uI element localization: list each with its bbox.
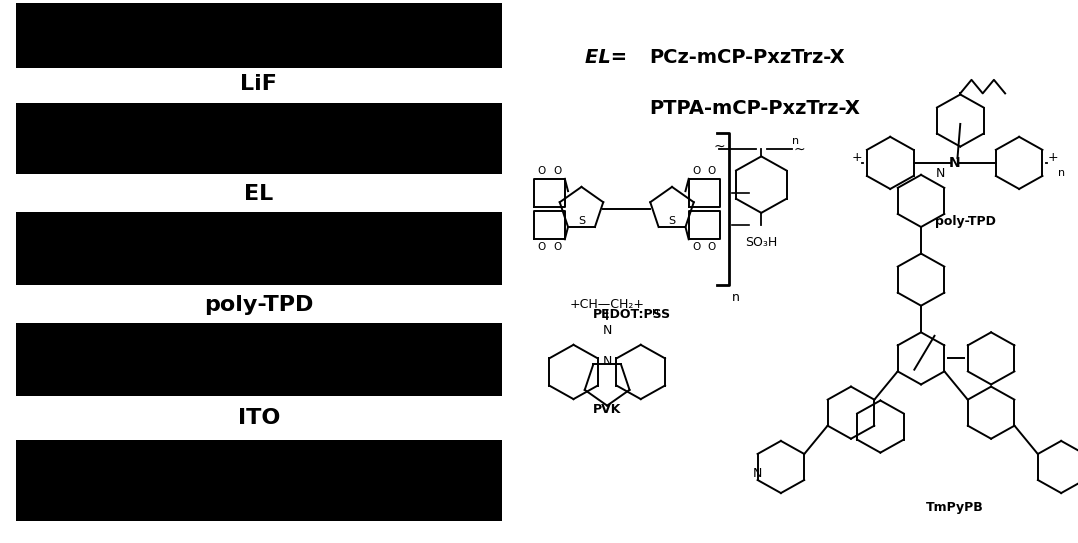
Text: poly-TPD: poly-TPD bbox=[204, 295, 314, 315]
Text: S: S bbox=[668, 216, 676, 226]
Text: +CH—CH₂+: +CH—CH₂+ bbox=[569, 298, 645, 311]
Text: ~: ~ bbox=[793, 142, 805, 156]
Text: O: O bbox=[553, 166, 562, 176]
Text: SO₃H: SO₃H bbox=[745, 236, 777, 249]
Text: N: N bbox=[603, 324, 612, 337]
Text: O: O bbox=[708, 242, 716, 252]
Text: N: N bbox=[936, 167, 945, 180]
Text: poly-TPD: poly-TPD bbox=[936, 215, 996, 228]
Text: PCz-mCP-PxzTrz-X: PCz-mCP-PxzTrz-X bbox=[649, 48, 845, 66]
Text: PVK: PVK bbox=[593, 403, 621, 416]
Text: PEDOT:PSS: PEDOT:PSS bbox=[593, 308, 672, 321]
Text: S: S bbox=[578, 216, 585, 226]
Text: +: + bbox=[1048, 151, 1059, 164]
Text: EL=: EL= bbox=[584, 48, 634, 66]
Text: O: O bbox=[708, 166, 716, 176]
Bar bbox=[15, 3, 502, 68]
Text: O: O bbox=[538, 242, 545, 252]
Text: O: O bbox=[553, 242, 562, 252]
Text: ~: ~ bbox=[714, 140, 725, 154]
Text: ITO: ITO bbox=[237, 408, 280, 428]
Bar bbox=[15, 440, 502, 521]
Text: O: O bbox=[538, 166, 545, 176]
Text: EL: EL bbox=[244, 184, 274, 204]
Text: N: N bbox=[949, 156, 960, 170]
Text: LiF: LiF bbox=[240, 74, 277, 94]
Bar bbox=[15, 212, 502, 285]
Bar bbox=[15, 103, 502, 174]
Text: N: N bbox=[752, 467, 762, 480]
Text: PTPA-mCP-PxzTrz-X: PTPA-mCP-PxzTrz-X bbox=[649, 99, 860, 118]
Text: O: O bbox=[692, 166, 701, 176]
Text: n: n bbox=[792, 136, 799, 146]
Text: n: n bbox=[1059, 168, 1065, 178]
Text: n: n bbox=[652, 307, 659, 317]
Text: O: O bbox=[692, 242, 701, 252]
Text: +: + bbox=[852, 151, 862, 164]
Text: N: N bbox=[603, 355, 612, 368]
Text: n: n bbox=[732, 291, 740, 304]
Bar bbox=[15, 323, 502, 396]
Text: TmPyPB: TmPyPB bbox=[926, 501, 983, 514]
